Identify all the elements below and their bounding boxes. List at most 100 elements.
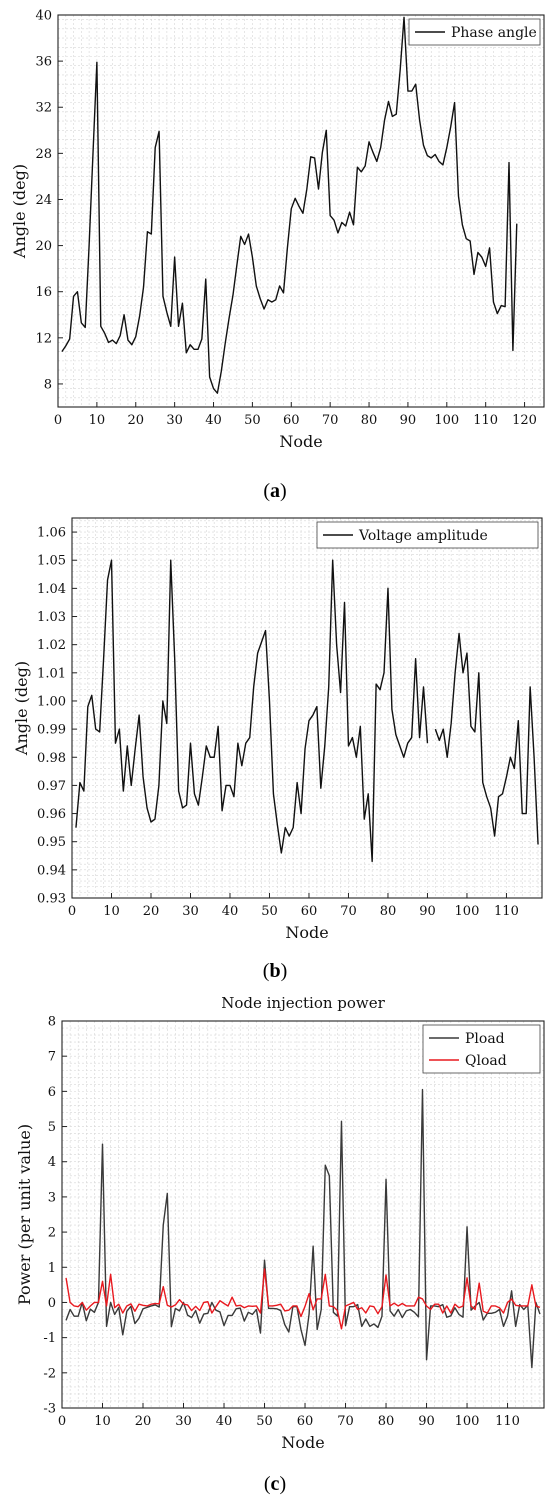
y-tick-label: 40 [35, 9, 52, 24]
legend-label: Qload [465, 1053, 507, 1069]
x-tick-label: 80 [378, 1414, 395, 1429]
y-tick-label: 6 [48, 1085, 56, 1100]
y-tick-label: 7 [48, 1050, 56, 1065]
legend-label: Phase angle [451, 25, 537, 41]
plot-frame [57, 14, 545, 408]
x-tick-label: 40 [205, 413, 222, 428]
x-tick-label: 40 [222, 904, 239, 919]
y-tick-label: 0.99 [37, 723, 66, 738]
y-tick-label: 20 [35, 239, 52, 254]
y-tick-label: 2 [48, 1226, 56, 1241]
y-tick-label: 1.02 [37, 638, 66, 653]
y-tick-label: 28 [35, 147, 52, 162]
x-tick-label: 60 [301, 904, 318, 919]
series-line-voltage-amplitude [75, 559, 539, 863]
series-line-phase-angle [61, 16, 518, 394]
x-axis-label: Node [281, 1433, 324, 1452]
y-tick-label: 0.95 [37, 835, 66, 850]
x-tick-label: 110 [495, 1414, 520, 1429]
y-tick-label: 32 [35, 101, 52, 116]
x-tick-label: 80 [361, 413, 378, 428]
y-tick-label: 3 [48, 1190, 56, 1205]
x-tick-label: 0 [58, 1414, 66, 1429]
x-tick-label: 70 [322, 413, 339, 428]
x-tick-label: 20 [135, 1414, 152, 1429]
grid [57, 15, 544, 408]
series-line-qload [65, 1268, 541, 1330]
x-tick-label: 100 [455, 904, 480, 919]
caption-paren-open: ( [263, 480, 270, 502]
grid [71, 518, 542, 899]
x-tick-label: 100 [455, 1414, 480, 1429]
panel-caption: (a) [263, 480, 286, 502]
x-tick-label: 50 [256, 1414, 273, 1429]
y-axis-label: Angle (deg) [10, 164, 29, 259]
panel-caption: (c) [264, 1473, 286, 1495]
x-tick-label: 50 [244, 413, 261, 428]
y-tick-label: 0.97 [37, 779, 66, 794]
caption-paren-open: ( [263, 960, 270, 982]
legend: Phase angle [408, 18, 541, 46]
legend: Pload Qload [422, 1024, 541, 1074]
y-tick-label: -2 [43, 1366, 56, 1381]
y-axis-label: Angle (deg) [12, 661, 31, 756]
x-tick-label: 30 [175, 1414, 192, 1429]
x-tick-label: 30 [166, 413, 183, 428]
x-tick-label: 90 [419, 904, 436, 919]
y-tick-label: 0.93 [37, 892, 66, 907]
y-tick-label: 8 [48, 1015, 56, 1030]
y-tick-label: 1.04 [37, 582, 66, 597]
x-tick-label: 10 [94, 1414, 111, 1429]
x-tick-label: 110 [494, 904, 519, 919]
y-tick-label: 1.06 [37, 526, 66, 541]
y-tick-label: 24 [35, 193, 52, 208]
x-tick-label: 120 [512, 413, 537, 428]
legend-label: Pload [465, 1031, 505, 1047]
x-tick-label: 50 [261, 904, 278, 919]
legend: Voltage amplitude [316, 521, 539, 549]
y-axis-label: Power (per unit value) [15, 1124, 34, 1305]
x-tick-label: 70 [340, 904, 357, 919]
y-tick-label: 1.03 [37, 610, 66, 625]
x-tick-label: 90 [418, 1414, 435, 1429]
y-tick-label: 8 [44, 377, 52, 392]
panel-caption: (b) [263, 960, 287, 982]
caption-letter: c [271, 1473, 280, 1495]
caption-paren-close: ) [281, 960, 288, 982]
caption-letter: a [270, 480, 280, 502]
y-tick-label: 0.94 [37, 863, 66, 878]
x-tick-label: 10 [89, 413, 106, 428]
legend-box [422, 1024, 541, 1074]
x-tick-label: 40 [216, 1414, 233, 1429]
y-tick-label: -1 [43, 1331, 56, 1346]
caption-paren-open: ( [264, 1473, 271, 1495]
caption-paren-close: ) [280, 480, 287, 502]
x-axis-label: Node [285, 923, 328, 942]
y-tick-label: 0 [48, 1296, 56, 1311]
y-tick-label: 4 [48, 1155, 56, 1170]
x-tick-label: 20 [127, 413, 144, 428]
legend-label: Voltage amplitude [358, 528, 488, 544]
panel-c: 0 10 20 30 40 50 60 70 80 90 100 110 -3 -2 -1 0 1 2 3 4 5 6 7 8… [15, 994, 545, 1495]
x-tick-label: 20 [143, 904, 160, 919]
y-tick-label: 1.00 [37, 694, 66, 709]
x-tick-label: 70 [337, 1414, 354, 1429]
caption-letter: b [269, 960, 280, 982]
panel-b: 0 10 20 30 40 50 60 70 80 90 100 110 0.93 0.94 0.95 0.9… [12, 517, 543, 982]
x-tick-label: 100 [434, 413, 459, 428]
y-tick-label: 12 [35, 331, 52, 346]
x-axis-label: Node [279, 432, 322, 451]
x-tick-label: 60 [283, 413, 300, 428]
x-tick-label: 0 [68, 904, 76, 919]
legend-box [316, 521, 539, 549]
x-tick-label: 80 [380, 904, 397, 919]
chart-title: Node injection power [221, 994, 385, 1012]
y-tick-label: 1 [48, 1261, 56, 1276]
x-tick-label: 110 [473, 413, 498, 428]
series-line-pload [65, 1088, 541, 1369]
y-tick-label: 16 [35, 285, 52, 300]
y-tick-label: 0.98 [37, 751, 66, 766]
caption-paren-close: ) [279, 1473, 286, 1495]
grid [61, 1020, 544, 1409]
